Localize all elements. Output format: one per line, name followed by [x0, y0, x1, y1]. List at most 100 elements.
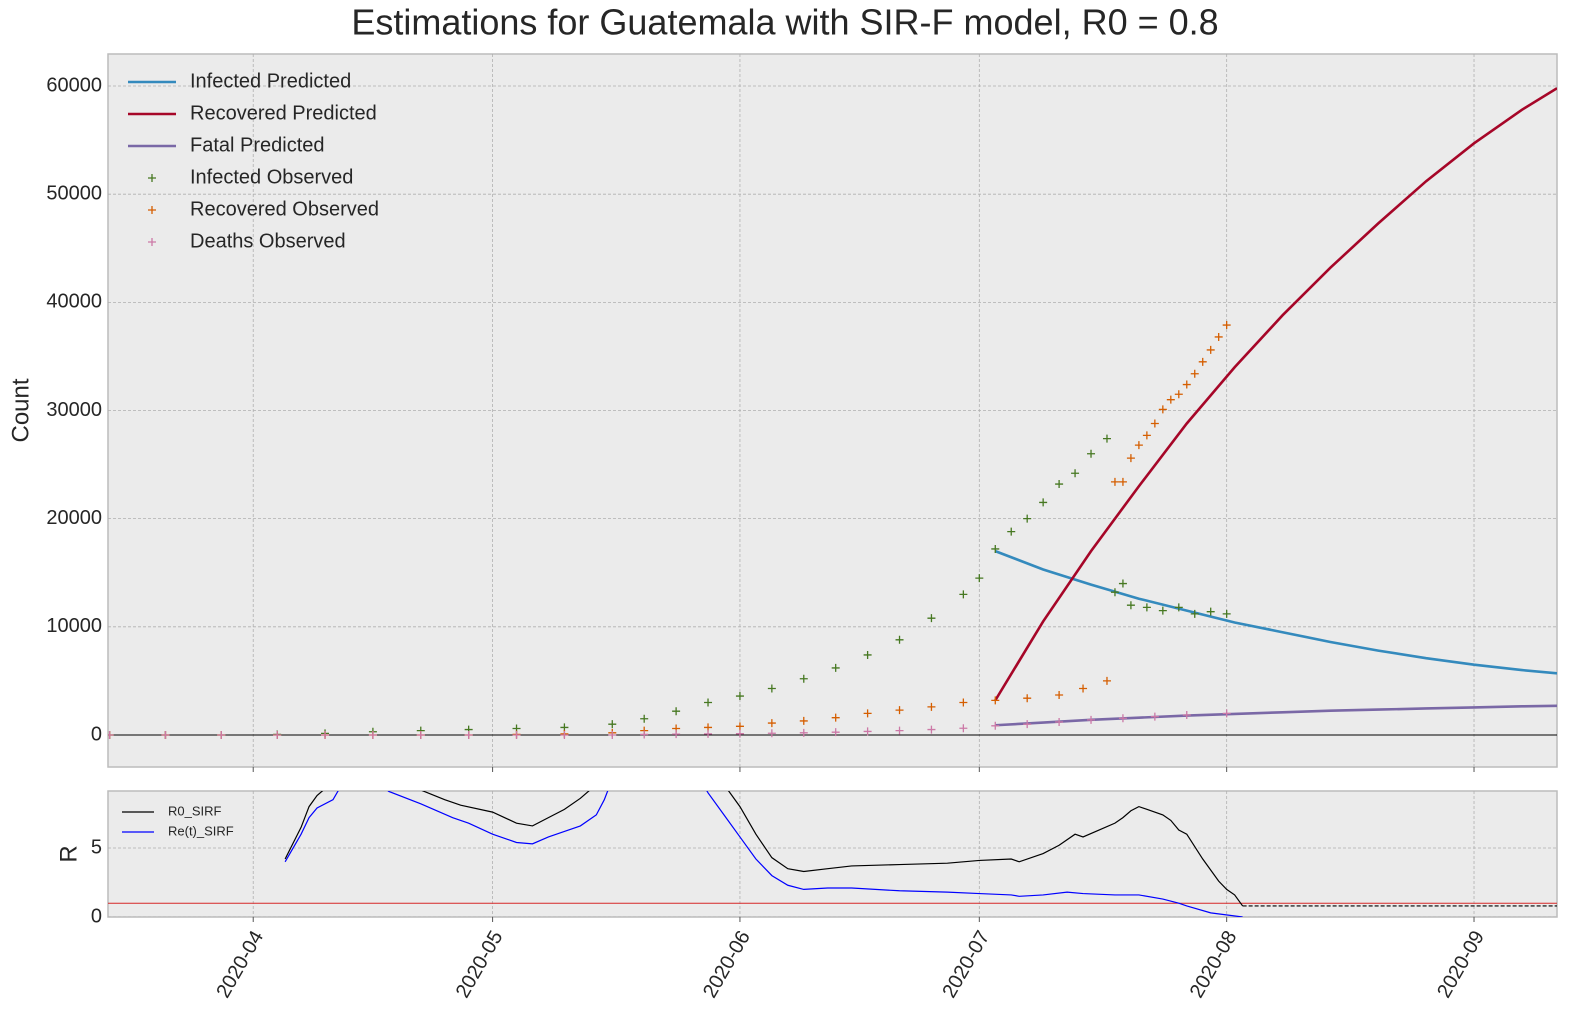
scatter-marker	[672, 707, 681, 716]
legend-label: Deaths Observed	[190, 230, 346, 252]
scatter-marker	[1023, 694, 1032, 703]
scatter-marker	[1007, 527, 1016, 536]
scatter-marker	[1158, 606, 1167, 615]
scatter-marker	[1055, 690, 1064, 699]
legend-label: Infected Predicted	[190, 70, 351, 92]
scatter-marker	[1087, 449, 1096, 458]
scatter-marker	[895, 706, 904, 715]
y-tick-label: 60000	[46, 74, 102, 96]
scatter-marker	[512, 730, 521, 739]
scatter-marker	[1214, 332, 1223, 341]
legend-label: Re(t)_SIRF	[168, 823, 234, 838]
scatter-marker	[1150, 419, 1159, 428]
scatter-marker	[767, 684, 776, 693]
scatter-marker	[991, 721, 1000, 730]
series-line	[284, 791, 1243, 917]
scatter-marker	[863, 727, 872, 736]
legend-label: Fatal Predicted	[190, 134, 325, 156]
legend-swatch	[148, 238, 156, 246]
scatter-marker	[735, 692, 744, 701]
scatter-marker	[1198, 357, 1207, 366]
y-axis-label: R	[55, 845, 82, 862]
chart-title: Estimations for Guatemala with SIR-F mod…	[351, 2, 1218, 43]
scatter-marker	[273, 730, 282, 739]
scatter-marker	[1087, 715, 1096, 724]
scatter-marker	[1174, 390, 1183, 399]
scatter-marker	[1134, 441, 1143, 450]
y-tick-label: 10000	[46, 615, 102, 637]
scatter-marker	[1182, 710, 1191, 719]
scatter-marker	[321, 730, 330, 739]
scatter-marker	[831, 663, 840, 672]
scatter-marker	[959, 698, 968, 707]
scatter-marker	[608, 720, 617, 729]
scatter-marker	[1110, 477, 1119, 486]
series-line	[994, 87, 1557, 702]
legend-label: Recovered Observed	[190, 198, 379, 220]
x-tick-label: 2020-05	[452, 927, 508, 1002]
scatter-marker	[1142, 603, 1151, 612]
x-tick-label: 2020-04	[212, 927, 268, 1002]
legend-label: Infected Observed	[190, 166, 353, 188]
scatter-marker	[368, 730, 377, 739]
scatter-marker	[1110, 588, 1119, 597]
scatter-marker	[217, 730, 226, 739]
scatter-marker	[1190, 609, 1199, 618]
scatter-marker	[1102, 676, 1111, 685]
scatter-marker	[895, 726, 904, 735]
scatter-marker	[1118, 579, 1127, 588]
scatter-marker	[991, 696, 1000, 705]
scatter-marker	[959, 590, 968, 599]
scatter-marker	[767, 729, 776, 738]
y-tick-label: 0	[91, 723, 102, 745]
scatter-marker	[735, 722, 744, 731]
scatter-marker	[1190, 369, 1199, 378]
plot-content	[108, 791, 1557, 917]
scatter-marker	[927, 702, 936, 711]
scatter-marker	[608, 730, 617, 739]
scatter-marker	[799, 728, 808, 737]
scatter-marker	[975, 574, 984, 583]
legend-label: R0_SIRF	[168, 803, 222, 818]
scatter-marker	[831, 728, 840, 737]
scatter-marker	[1126, 601, 1135, 610]
x-tick-label: 2020-09	[1433, 927, 1489, 1002]
scatter-marker	[959, 724, 968, 733]
scatter-marker	[108, 730, 114, 739]
scatter-marker	[1174, 603, 1183, 612]
scatter-marker	[416, 730, 425, 739]
scatter-marker	[704, 729, 713, 738]
scatter-marker	[464, 730, 473, 739]
scatter-marker	[161, 730, 170, 739]
y-tick-label: 30000	[46, 399, 102, 421]
scatter-marker	[640, 730, 649, 739]
scatter-marker	[1023, 514, 1032, 523]
scatter-marker	[863, 650, 872, 659]
scatter-marker	[1166, 395, 1175, 404]
scatter-marker	[1206, 607, 1215, 616]
scatter-marker	[1102, 434, 1111, 443]
y-axis-label: Count	[7, 378, 34, 442]
series-line	[284, 791, 1244, 907]
scatter-marker	[831, 713, 840, 722]
scatter-marker	[927, 725, 936, 734]
scatter-marker	[1206, 345, 1215, 354]
scatter-marker	[672, 730, 681, 739]
scatter-marker	[704, 698, 713, 707]
scatter-marker	[1222, 609, 1231, 618]
scatter-marker	[1142, 431, 1151, 440]
legend-swatch	[148, 174, 156, 182]
scatter-marker	[1023, 720, 1032, 729]
scatter-marker	[1118, 477, 1127, 486]
scatter-marker	[767, 719, 776, 728]
scatter-marker	[1182, 380, 1191, 389]
scatter-marker	[1222, 709, 1231, 718]
scatter-marker	[1079, 684, 1088, 693]
scatter-marker	[640, 714, 649, 723]
scatter-marker	[735, 729, 744, 738]
scatter-marker	[799, 716, 808, 725]
legend-label: Recovered Predicted	[190, 102, 377, 124]
scatter-marker	[799, 674, 808, 683]
scatter-marker	[1071, 469, 1080, 478]
